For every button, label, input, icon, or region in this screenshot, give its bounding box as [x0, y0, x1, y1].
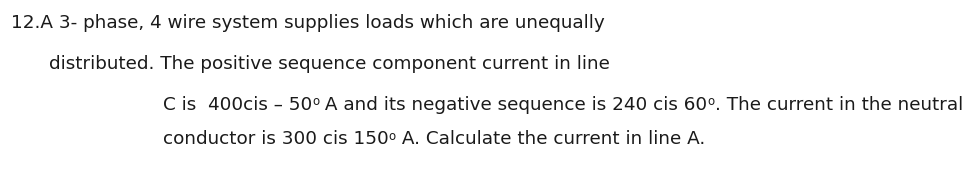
Text: distributed. The positive sequence component current in line: distributed. The positive sequence compo… — [49, 55, 609, 73]
Text: A. Calculate the current in line A.: A. Calculate the current in line A. — [396, 130, 705, 148]
Text: o: o — [389, 129, 396, 143]
Text: o: o — [708, 95, 714, 108]
Text: C is  400cis – 50: C is 400cis – 50 — [163, 96, 312, 114]
Text: . The current in the neutral: . The current in the neutral — [714, 96, 963, 114]
Text: o: o — [312, 95, 320, 108]
Text: A and its negative sequence is 240 cis 60: A and its negative sequence is 240 cis 6… — [320, 96, 708, 114]
Text: conductor is 300 cis 150: conductor is 300 cis 150 — [163, 130, 389, 148]
Text: 12.A 3- phase, 4 wire system supplies loads which are unequally: 12.A 3- phase, 4 wire system supplies lo… — [11, 14, 605, 32]
